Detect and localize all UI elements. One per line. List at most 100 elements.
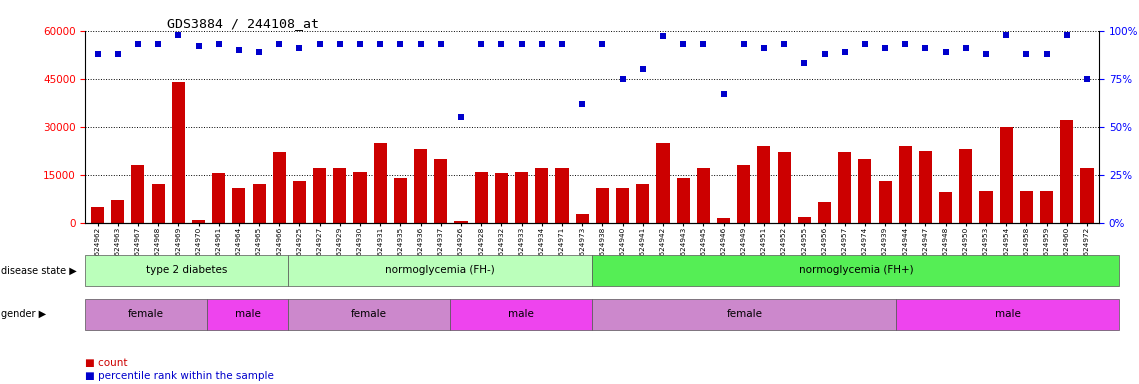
Text: normoglycemia (FH+): normoglycemia (FH+) (798, 265, 913, 275)
Point (936, 49, 954, 55)
Bar (1019, 191, 1033, 223)
Bar (515, 172, 528, 223)
Point (1017, 51, 1035, 57)
Point (735, 41, 753, 47)
Bar (1000, 127, 1013, 223)
Point (371, 41, 390, 47)
Bar (91, 207, 104, 223)
Text: GDS3884 / 244108_at: GDS3884 / 244108_at (166, 17, 319, 30)
Point (573, 101, 591, 107)
Bar (616, 187, 629, 223)
Bar (232, 187, 246, 223)
Bar (637, 184, 649, 223)
Point (855, 41, 874, 47)
Point (552, 41, 571, 47)
Point (533, 41, 551, 47)
Bar (334, 168, 346, 223)
Text: normoglycemia (FH-): normoglycemia (FH-) (385, 265, 495, 275)
Bar (374, 143, 387, 223)
Bar (1040, 191, 1054, 223)
Text: female: female (727, 310, 762, 319)
Point (210, 41, 228, 47)
Bar (353, 172, 367, 223)
Point (1077, 76, 1096, 82)
Bar (838, 152, 851, 223)
Point (977, 51, 995, 57)
Point (654, 33, 672, 40)
Bar (939, 192, 952, 223)
Text: ■ count: ■ count (85, 358, 128, 368)
Point (593, 41, 612, 47)
Bar (172, 82, 185, 223)
Point (472, 41, 490, 47)
Bar (112, 200, 124, 223)
Point (513, 41, 531, 47)
Text: gender ▶: gender ▶ (1, 310, 47, 319)
Bar (272, 152, 286, 223)
Bar (1081, 168, 1093, 223)
Text: disease state ▶: disease state ▶ (1, 265, 77, 275)
Point (411, 41, 429, 47)
Point (129, 41, 147, 47)
Bar (293, 181, 306, 223)
Point (614, 76, 632, 82)
Text: male: male (235, 310, 261, 319)
Point (876, 45, 894, 51)
Point (189, 43, 207, 49)
Point (270, 41, 288, 47)
Bar (131, 165, 145, 223)
Point (89, 51, 107, 57)
Point (149, 41, 167, 47)
Point (957, 45, 975, 51)
Point (452, 114, 470, 120)
Bar (434, 159, 448, 223)
Point (492, 41, 510, 47)
Bar (596, 187, 609, 223)
Bar (980, 191, 992, 223)
Point (755, 45, 773, 51)
Point (795, 60, 813, 66)
Bar (313, 168, 326, 223)
Point (351, 41, 369, 47)
Bar (556, 168, 568, 223)
Point (330, 41, 349, 47)
Text: ■ percentile rank within the sample: ■ percentile rank within the sample (85, 371, 274, 381)
Bar (878, 181, 892, 223)
Bar (575, 214, 589, 223)
Bar (192, 220, 205, 223)
Point (1058, 31, 1076, 38)
Bar (899, 146, 912, 223)
Point (432, 41, 450, 47)
Point (714, 91, 732, 97)
Point (1038, 51, 1056, 57)
Point (290, 45, 309, 51)
Bar (959, 149, 973, 223)
Point (695, 41, 713, 47)
Text: male: male (508, 310, 534, 319)
Bar (212, 173, 226, 223)
Point (775, 41, 793, 47)
Point (108, 51, 126, 57)
Bar (454, 221, 468, 223)
Point (230, 47, 248, 53)
Point (311, 41, 329, 47)
Bar (757, 146, 770, 223)
Text: male: male (995, 310, 1021, 319)
Bar (535, 168, 548, 223)
Point (674, 41, 693, 47)
Bar (859, 159, 871, 223)
Bar (1060, 120, 1073, 223)
Point (816, 51, 834, 57)
Bar (677, 178, 690, 223)
Bar (253, 184, 265, 223)
Text: type 2 diabetes: type 2 diabetes (146, 265, 228, 275)
Bar (415, 149, 427, 223)
Bar (818, 202, 831, 223)
Point (170, 31, 188, 38)
Bar (778, 152, 790, 223)
Point (896, 41, 915, 47)
Point (836, 49, 854, 55)
Bar (737, 165, 751, 223)
Point (633, 66, 652, 72)
Text: female: female (129, 310, 164, 319)
